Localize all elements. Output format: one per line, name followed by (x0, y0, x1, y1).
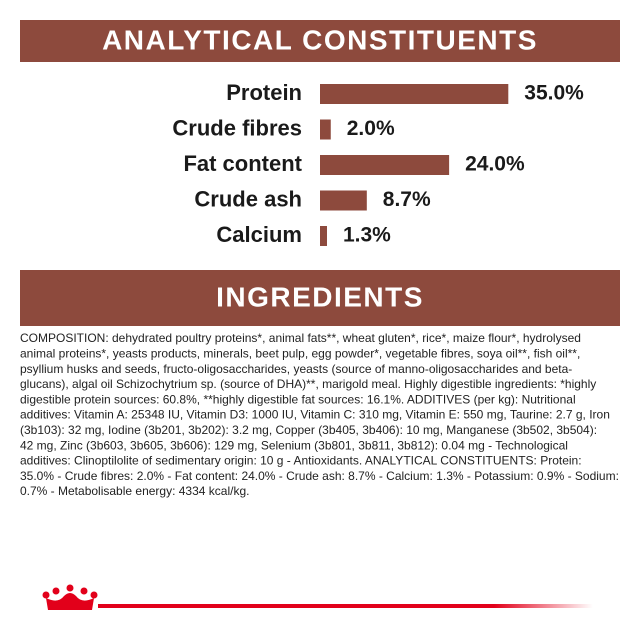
text-line: 0.7% - Metabolisable energy: 4334 kcal/k… (20, 484, 249, 498)
value-label: 2.0% (347, 117, 395, 140)
row-label: Crude fibres (172, 115, 302, 140)
text-line: glucans), algal oil Schizochytrium sp. (… (20, 377, 596, 391)
bar (320, 226, 327, 246)
value-label: 8.7% (383, 188, 431, 211)
text-line: 42 mg, Zinc (3b603, 3b605, 3b606): 129 m… (20, 438, 568, 452)
crown-dot (52, 587, 60, 595)
row-label: Protein (226, 80, 302, 105)
banner-title: INGREDIENTS (216, 281, 424, 312)
text-line: (3b103): 32 mg, Iodine (3b201, 3b202): 3… (20, 423, 597, 437)
text-line: additives: Vitamin A: 25348 IU, Vitamin … (20, 408, 610, 422)
text-line: COMPOSITION: dehydrated poultry proteins… (20, 331, 581, 345)
value-label: 1.3% (343, 224, 391, 247)
logo (42, 584, 593, 610)
text-line: animal proteins*, yeasts products, miner… (20, 346, 580, 360)
text-line: 35.0% - Crude fibres: 2.0% - Fat content… (20, 469, 619, 483)
value-label: 35.0% (524, 82, 584, 105)
text-line: digestible protein sources: 60.8%, **hig… (20, 392, 576, 406)
bar (320, 84, 509, 104)
row-label: Fat content (183, 151, 302, 176)
row-label: Calcium (216, 222, 302, 247)
crown-dot (80, 587, 88, 595)
crown-dot (66, 584, 74, 592)
bar (320, 119, 331, 140)
crown (46, 593, 94, 610)
crown-dot (42, 591, 50, 599)
bar (320, 155, 450, 175)
text-line: psyllium husks and seeds, fructo-oligosa… (20, 362, 572, 376)
banner (20, 20, 620, 62)
ingredients-text: COMPOSITION: dehydrated poultry proteins… (20, 331, 619, 498)
row-label: Crude ash (194, 186, 302, 211)
crown-dot (90, 591, 98, 599)
bar (320, 190, 367, 211)
divider (98, 604, 593, 608)
banner (20, 270, 620, 326)
value-label: 24.0% (465, 153, 525, 176)
banner-title: ANALYTICAL CONSTITUENTS (102, 24, 538, 55)
text-line: additives: Clinoptilolite of sedimentary… (20, 454, 582, 468)
